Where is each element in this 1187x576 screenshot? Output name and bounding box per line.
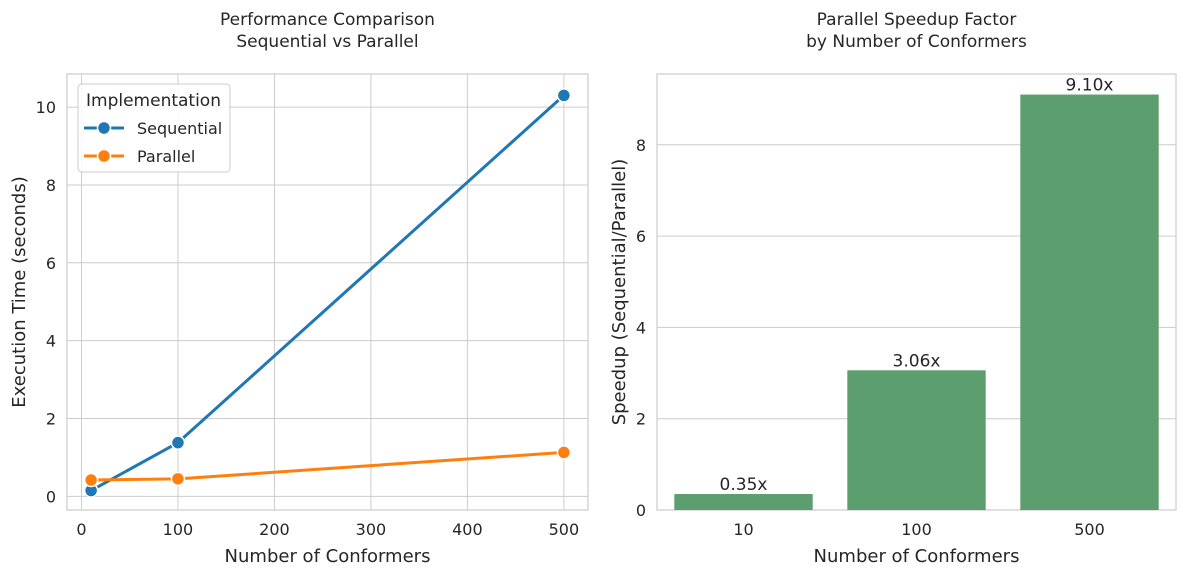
x-tick-label: 300 xyxy=(356,520,387,539)
y-tick-label: 4 xyxy=(46,332,56,351)
x-tick-label: 10 xyxy=(733,520,753,539)
x-tick-label: 400 xyxy=(452,520,483,539)
data-point xyxy=(556,88,572,103)
bar-value-label: 9.10x xyxy=(1066,76,1114,96)
x-axis-label: Number of Conformers xyxy=(814,546,1020,567)
y-tick-label: 10 xyxy=(36,98,56,117)
line-chart-panel: 0 100 200 300 400 500 0 2 4 6 8 10 Performance Compa… xyxy=(9,10,589,567)
bar xyxy=(1020,94,1159,511)
bar-value-label: 0.35x xyxy=(720,475,768,495)
legend-marker xyxy=(96,148,112,164)
x-tick-label: 100 xyxy=(163,520,194,539)
chart-title-line: Performance Comparison xyxy=(220,10,435,30)
y-tick-label: 6 xyxy=(46,254,56,273)
legend-title: Implementation xyxy=(86,91,221,111)
x-tick-label: 200 xyxy=(259,520,290,539)
legend-label: Parallel xyxy=(137,147,195,166)
y-axis-label: Execution Time (seconds) xyxy=(9,176,30,407)
bar-chart-panel: 0.35x 10 3.06x 100 9.10x 500 0 2 4 6 8 Parallel Spe… xyxy=(609,10,1177,567)
legend-marker xyxy=(96,120,112,136)
x-axis-label: Number of Conformers xyxy=(225,546,431,567)
x-tick-label: 0 xyxy=(76,520,86,539)
bar xyxy=(847,370,986,510)
legend: Implementation Sequential Parallel xyxy=(77,83,231,173)
y-tick-label: 2 xyxy=(636,410,646,429)
bar-value-label: 3.06x xyxy=(893,351,941,371)
y-axis-label: Speedup (Sequential/Parallel) xyxy=(609,159,630,426)
x-tick-label: 500 xyxy=(1074,520,1105,539)
x-tick-label: 100 xyxy=(901,520,932,539)
chart-title-line: by Number of Conformers xyxy=(806,32,1027,52)
chart-title-line: Sequential vs Parallel xyxy=(236,32,418,52)
legend-box xyxy=(77,83,231,173)
y-tick-label: 8 xyxy=(46,176,56,195)
chart-title-line: Parallel Speedup Factor xyxy=(817,10,1017,30)
data-point xyxy=(170,435,186,450)
x-tick-label: 500 xyxy=(549,520,580,539)
data-point xyxy=(556,445,572,460)
y-tick-label: 0 xyxy=(636,501,646,520)
y-tick-label: 6 xyxy=(636,227,646,246)
y-tick-label: 2 xyxy=(46,410,56,429)
bar xyxy=(674,494,813,510)
data-point xyxy=(170,471,186,487)
plot-frame xyxy=(66,73,589,511)
y-tick-label: 8 xyxy=(636,136,646,155)
data-point xyxy=(83,472,99,488)
legend-label: Sequential xyxy=(137,119,222,138)
y-tick-label: 0 xyxy=(46,487,56,506)
series-line xyxy=(91,450,564,482)
y-tick-label: 4 xyxy=(636,318,646,337)
